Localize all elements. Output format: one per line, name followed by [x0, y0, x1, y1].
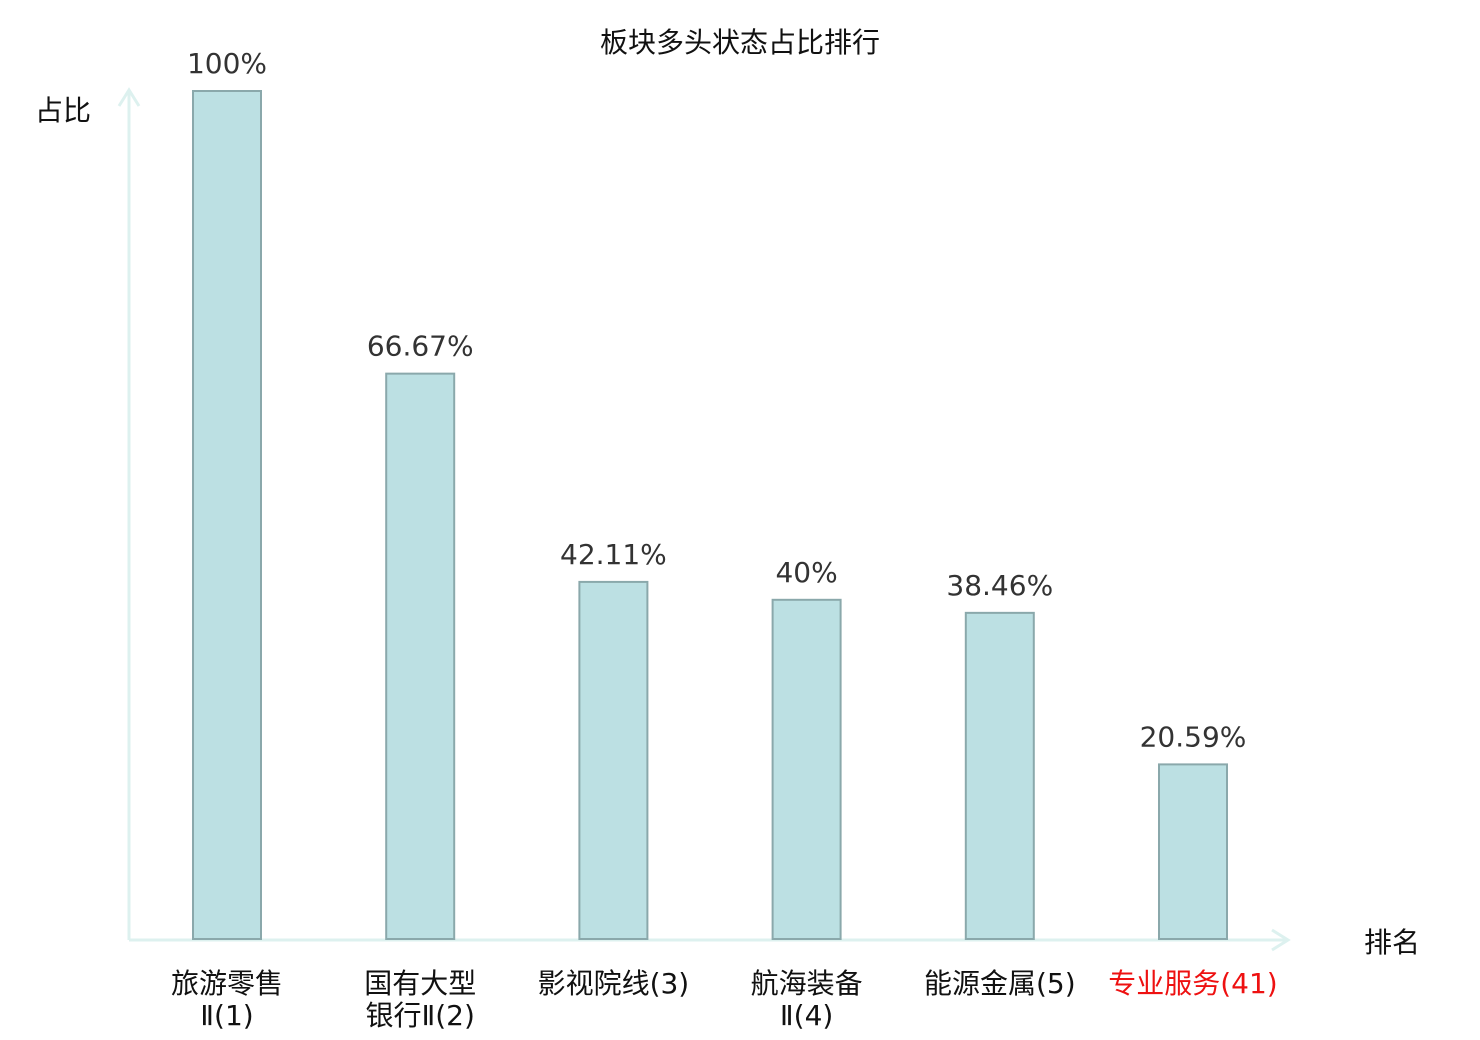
data-label: 38.46%	[946, 569, 1053, 602]
y-axis-arrow-icon	[117, 87, 141, 107]
data-label: 42.11%	[560, 538, 667, 571]
x-axis-label: 排名	[1364, 926, 1420, 959]
data-label: 100%	[187, 47, 267, 80]
x-tick-label: 专业服务(41)	[1108, 967, 1277, 1000]
bar	[385, 372, 456, 940]
axes	[117, 87, 1291, 952]
x-tick-label: 航海装备	[751, 967, 863, 1000]
x-tick-label: Ⅱ(4)	[780, 999, 833, 1032]
x-tick-label: Ⅱ(1)	[200, 999, 253, 1032]
bar	[964, 611, 1035, 940]
x-axis-arrow-icon	[1271, 928, 1291, 952]
y-axis-label: 占比	[35, 94, 91, 127]
x-tick-label: 国有大型	[364, 967, 476, 1000]
bar	[771, 598, 842, 940]
data-label: 66.67%	[367, 330, 474, 363]
data-label: 40%	[775, 556, 837, 589]
bar	[578, 580, 649, 941]
x-tick-label: 银行Ⅱ(2)	[365, 999, 474, 1032]
x-tick-label: 能源金属(5)	[924, 967, 1076, 1000]
chart-title: 板块多头状态占比排行	[600, 26, 880, 59]
x-tick-label: 旅游零售	[171, 967, 283, 1000]
x-tick-label: 影视院线(3)	[538, 967, 690, 1000]
bar	[192, 90, 262, 940]
bar	[1158, 763, 1228, 940]
data-label: 20.59%	[1140, 720, 1247, 753]
